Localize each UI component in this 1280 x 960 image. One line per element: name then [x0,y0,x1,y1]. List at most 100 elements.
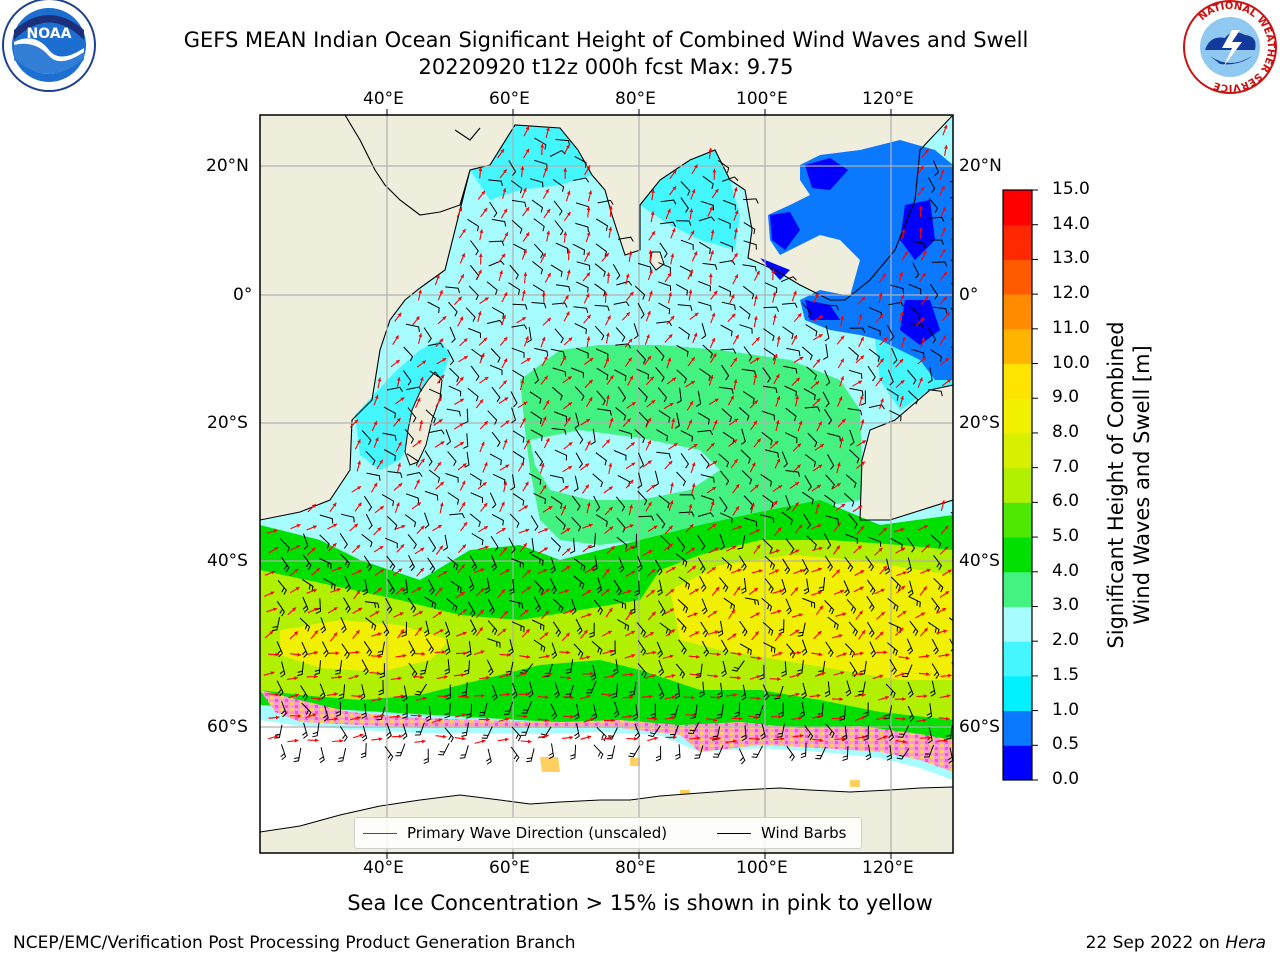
wind-barb [445,286,460,294]
wind-barb [657,387,668,403]
wave-arrow-head [439,290,443,295]
wave-arrow-head [503,547,507,552]
wave-arrow-head [566,249,571,253]
wind-barb [319,683,326,700]
wind-barb [335,701,342,717]
wave-arrow-head [481,693,485,698]
wind-barb [487,620,498,636]
wind-barb [401,685,408,702]
wave-arrow-head [754,484,759,489]
wave-arrow-head [710,250,714,255]
wave-arrow-head [860,570,865,574]
wave-arrow-head [546,209,551,213]
wind-barb [508,160,517,176]
wave-arrow-head [734,418,739,423]
wave-arrow-head [899,311,904,316]
wind-barb [742,285,755,300]
wave-arrow-head [942,608,947,612]
wave-arrow-head [713,420,718,425]
wave-arrow-head [758,569,763,573]
wind-barb [591,640,603,655]
wind-barb [469,555,478,572]
wind-barb [511,726,522,742]
wave-arrow-head [694,164,698,169]
wave-arrow-head [311,504,316,508]
wave-arrow-head [356,716,361,720]
wind-barb [408,555,416,571]
wind-barb [344,575,352,592]
wind-barb [364,617,377,631]
wind-barb [762,367,771,383]
wind-barb [887,598,899,612]
wave-arrow-head [314,630,318,635]
lon-tick-bottom: 120°E [862,858,914,878]
wind-barb [848,513,858,529]
wind-barb [817,702,824,718]
wind-barb [930,534,942,549]
wave-arrow-head [670,315,675,320]
wave-arrow-head [631,402,636,406]
wave-arrow-head [416,397,421,402]
wind-barb [697,412,710,425]
wind-barb [444,659,450,675]
wave-arrow-head [480,353,485,358]
wave-arrow-head [418,611,423,615]
wave-arrow-head [314,650,318,655]
wave-arrow-head [525,148,530,153]
wind-barb [419,660,429,675]
wave-arrow-head [398,734,403,739]
wave-arrow-head [544,632,549,637]
colorbar-tick-label: 2.0 [1052,630,1080,651]
wave-arrow-head [505,464,510,469]
wave-arrow-head [669,500,674,505]
wave-arrow-head [859,651,864,656]
wind-barb [890,576,901,591]
wind-barb [928,239,944,245]
wind-barb [463,408,469,425]
wind-barb [533,492,546,505]
wave-arrow-head [923,694,928,699]
wave-arrow-head [501,253,506,258]
wind-barb [650,703,656,720]
wind-barb [952,136,953,138]
wind-barb [590,428,596,445]
wave-arrow-head [668,292,672,297]
wind-barb [361,534,373,548]
wave-arrow-head [354,523,358,528]
wave-arrow-head [778,651,783,656]
wind-barb [637,452,645,469]
wind-barb [402,703,408,719]
wave-arrow-head [920,317,925,322]
wave-arrow-head [880,358,884,363]
wave-arrow-head [774,441,779,445]
wind-barb [648,725,661,738]
wave-arrow-head [586,206,591,211]
wind-barb [718,218,731,229]
wave-arrow-head [400,397,405,401]
wind-barb [414,722,425,736]
wave-arrow-head [859,610,863,615]
wind-barb [802,491,814,505]
wave-arrow-head [817,590,822,595]
wave-arrow-head [816,359,821,363]
wind-barb [909,323,925,330]
wave-arrow-head [543,569,548,573]
wind-barb [701,640,710,657]
wave-arrow-head [941,500,946,505]
wave-arrow-head [693,332,698,337]
wind-barb [764,555,776,570]
wave-arrow-head [463,338,468,343]
wave-arrow-head [922,272,926,277]
wind-barb [463,660,470,676]
wave-arrow-head [815,293,819,298]
wave-arrow-head [442,650,446,654]
colorbar-frame [1002,189,1033,781]
wind-barb [860,390,866,406]
wind-barb [489,201,498,218]
wave-arrow-head [925,654,930,659]
wind-barb [571,516,582,532]
wave-arrow-head [563,168,568,172]
wave-arrow-head [715,586,720,591]
wind-barb [511,407,517,424]
wind-barb [484,577,491,594]
